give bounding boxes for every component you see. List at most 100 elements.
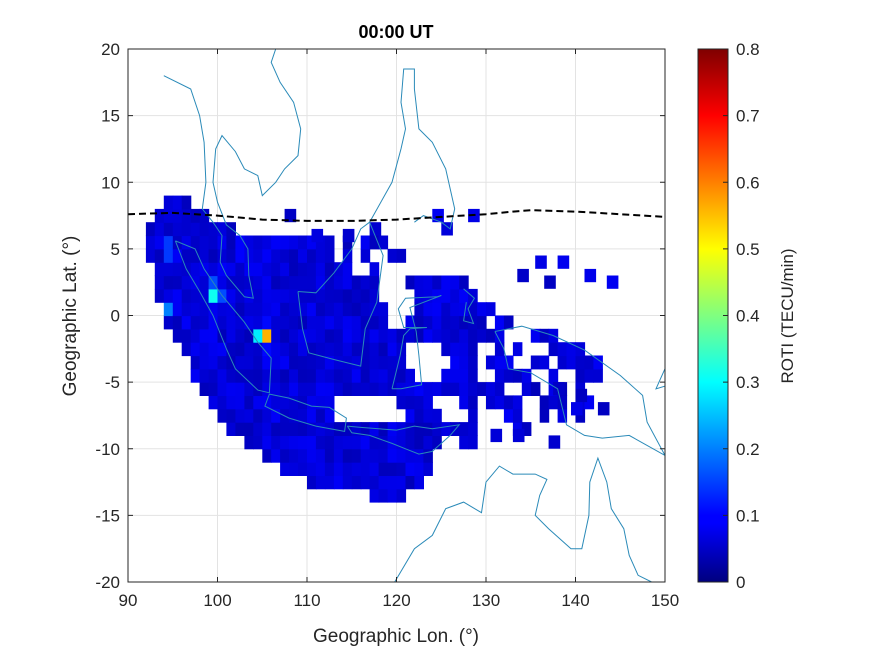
roti-cell — [584, 355, 595, 370]
roti-cell — [253, 315, 263, 330]
y-tick-label: 10 — [101, 173, 120, 192]
roti-cell — [324, 342, 335, 357]
roti-cell — [284, 208, 297, 223]
colorbar-tick-label: 0.8 — [736, 40, 760, 59]
roti-cell — [244, 368, 254, 383]
roti-cell — [298, 408, 308, 423]
colorbar-ticks: 0 0.1 0.2 0.3 0.4 0.5 0.6 0.7 0.8 — [723, 40, 760, 592]
roti-cell — [324, 462, 335, 476]
roti-cell — [360, 342, 371, 357]
roti-cell — [432, 408, 442, 423]
roti-cell — [190, 368, 201, 383]
roti-cell — [468, 355, 478, 370]
roti-cell — [369, 288, 380, 303]
roti-cell — [280, 355, 290, 370]
roti-cell — [486, 328, 496, 343]
roti-cell — [548, 368, 559, 383]
roti-cell — [360, 248, 371, 263]
roti-cell — [477, 315, 487, 330]
roti-cell — [315, 368, 326, 383]
roti-cell — [571, 402, 583, 416]
roti-cell — [468, 382, 478, 396]
roti-cell — [262, 288, 272, 303]
roti-cell — [181, 235, 192, 250]
roti-cell — [450, 275, 460, 290]
roti-cell — [405, 435, 415, 450]
roti-cell — [226, 422, 236, 436]
roti-cell — [387, 475, 398, 490]
roti-cell — [423, 408, 433, 423]
roti-cell — [307, 462, 317, 476]
roti-cell — [342, 315, 353, 330]
colorbar-tick-label: 0.7 — [736, 107, 760, 126]
roti-cell — [342, 368, 353, 383]
roti-cell — [271, 328, 281, 343]
roti-cell — [351, 288, 362, 303]
roti-cell — [289, 342, 299, 357]
roti-cell — [351, 368, 362, 383]
roti-cell — [271, 302, 281, 317]
roti-cell — [378, 328, 389, 343]
roti-cell — [217, 275, 227, 290]
roti-cell — [396, 328, 407, 343]
coastline-path — [174, 240, 272, 394]
roti-cell — [324, 315, 335, 330]
roti-cell — [342, 302, 353, 317]
roti-cell — [315, 475, 326, 490]
roti-cell — [307, 342, 317, 357]
roti-cell — [459, 435, 469, 450]
roti-cell — [450, 315, 460, 330]
roti-cell — [199, 235, 210, 250]
roti-cell — [575, 355, 586, 370]
roti-cell — [405, 368, 415, 383]
roti-cell — [298, 355, 308, 370]
roti-cell — [494, 342, 505, 357]
roti-cell — [369, 328, 380, 343]
roti-cell — [441, 368, 451, 383]
colorbar-tick-label: 0 — [736, 573, 745, 592]
y-tick-label: -15 — [95, 506, 120, 525]
roti-cell — [226, 382, 236, 396]
roti-cell — [311, 228, 324, 243]
roti-cell — [235, 235, 245, 250]
roti-cell — [414, 315, 424, 330]
roti-cell — [226, 315, 236, 330]
roti-cell — [423, 275, 433, 290]
roti-cell — [405, 448, 415, 463]
roti-cell — [378, 488, 389, 503]
roti-cell — [298, 288, 308, 303]
x-tick-label: 120 — [382, 591, 410, 610]
roti-cell — [154, 208, 165, 223]
roti-cell — [468, 342, 478, 357]
roti-cell — [423, 328, 433, 343]
roti-cell — [351, 302, 362, 317]
roti-cell — [289, 248, 299, 263]
roti-cell — [262, 422, 272, 436]
roti-cell — [307, 275, 317, 290]
roti-cell — [226, 368, 236, 383]
roti-cell — [503, 355, 514, 370]
roti-cell — [342, 262, 353, 277]
roti-cell — [307, 422, 317, 436]
roti-cell — [154, 275, 165, 290]
roti-cell — [208, 342, 219, 357]
roti-cell — [253, 275, 263, 290]
roti-cell — [199, 248, 210, 263]
roti-cell — [450, 288, 460, 303]
roti-cell — [190, 222, 201, 237]
magnetic-equator-line — [128, 209, 665, 222]
roti-cell — [289, 422, 299, 436]
roti-cell — [539, 355, 550, 370]
x-tick-label: 130 — [472, 591, 500, 610]
roti-cell — [307, 315, 317, 330]
coastline-path — [494, 325, 665, 456]
roti-cell — [217, 328, 227, 343]
roti-cell — [360, 448, 371, 463]
roti-cell — [181, 315, 192, 330]
y-tick-label: 5 — [111, 240, 120, 259]
roti-cell — [414, 395, 424, 410]
roti-cell — [271, 235, 281, 250]
roti-cell — [432, 328, 442, 343]
roti-cell — [217, 368, 227, 383]
